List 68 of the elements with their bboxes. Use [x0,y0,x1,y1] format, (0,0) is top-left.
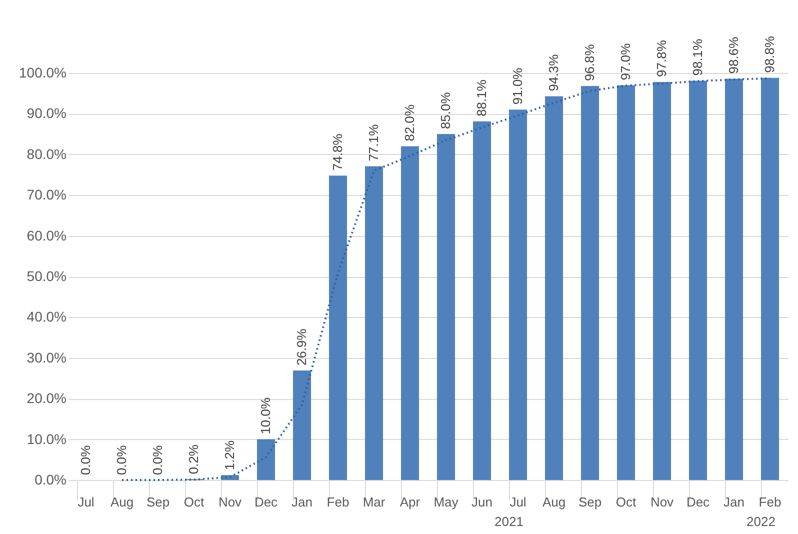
x-tick-label: Feb [326,494,350,510]
bar [365,166,383,480]
data-label: 91.0% [510,67,525,105]
bar [653,82,671,480]
y-tick-label: 40.0% [26,308,66,325]
data-label: 0.0% [150,444,165,475]
data-label: 74.8% [330,133,345,171]
y-tick-label: 30.0% [26,349,66,366]
x-tick-label: Apr [400,494,421,510]
y-tick-label: 90.0% [26,105,66,122]
data-label: 82.0% [402,104,417,142]
bar [293,370,311,480]
data-label: 98.1% [690,38,705,76]
x-tick-label: Nov [650,494,674,510]
data-label: 10.0% [258,397,273,434]
x-tick-label: Feb [758,494,782,510]
bar [473,121,491,480]
data-label: 96.8% [582,44,597,82]
x-tick-label: Sep [146,494,170,510]
data-label: 0.0% [114,444,129,475]
bar [401,146,419,480]
bar [725,78,743,480]
bar [545,96,563,480]
bar [329,176,347,480]
x-tick-label: Aug [110,494,134,510]
data-label: 97.8% [654,40,669,77]
x-tick-label: Dec [686,494,710,510]
data-label: 98.8% [762,36,777,73]
data-label: 1.2% [222,440,237,470]
data-label: 94.3% [546,54,561,92]
x-tick-label: Dec [254,494,278,510]
data-label: 0.0% [78,444,93,475]
data-label: 77.1% [366,124,381,162]
y-tick-label: 60.0% [26,227,66,244]
bar [689,80,707,480]
x-tick-label: Aug [542,494,566,510]
x-tick-label: Jun [472,494,492,510]
x-tick-label: Jul [78,494,94,510]
data-label: 26.9% [294,328,309,366]
bar [617,85,635,480]
x-tick-label: Mar [362,494,386,510]
x-tick-label: May [434,494,459,510]
x-tick-label: Jan [724,494,744,510]
bar [257,439,275,480]
data-label: 97.0% [618,42,633,80]
x-tick-label: Oct [616,494,636,510]
y-tick-label: 50.0% [26,268,66,284]
y-tick-label: 100.0% [19,64,66,80]
y-tick-label: 70.0% [26,186,66,203]
bar [761,78,779,480]
x-tick-label: Oct [184,494,204,510]
bar [581,86,599,480]
bar [509,110,527,480]
data-label: 88.1% [474,79,489,116]
x-tick-label: Jul [510,494,526,510]
text: 2021 [494,514,524,529]
data-label: 98.6% [726,36,741,74]
y-tick-label: 20.0% [26,390,66,406]
x-tick-label: Nov [218,494,242,510]
data-label: 0.2% [186,444,201,474]
data-label: 85.0% [438,92,453,130]
y-tick-label: 0.0% [34,472,66,488]
text: 2022 [746,514,776,529]
y-tick-label: 80.0% [26,146,66,162]
y-tick-label: 10.0% [26,430,66,447]
bar [437,134,455,480]
x-tick-label: Sep [578,494,602,510]
x-tick-label: Jan [292,494,312,510]
